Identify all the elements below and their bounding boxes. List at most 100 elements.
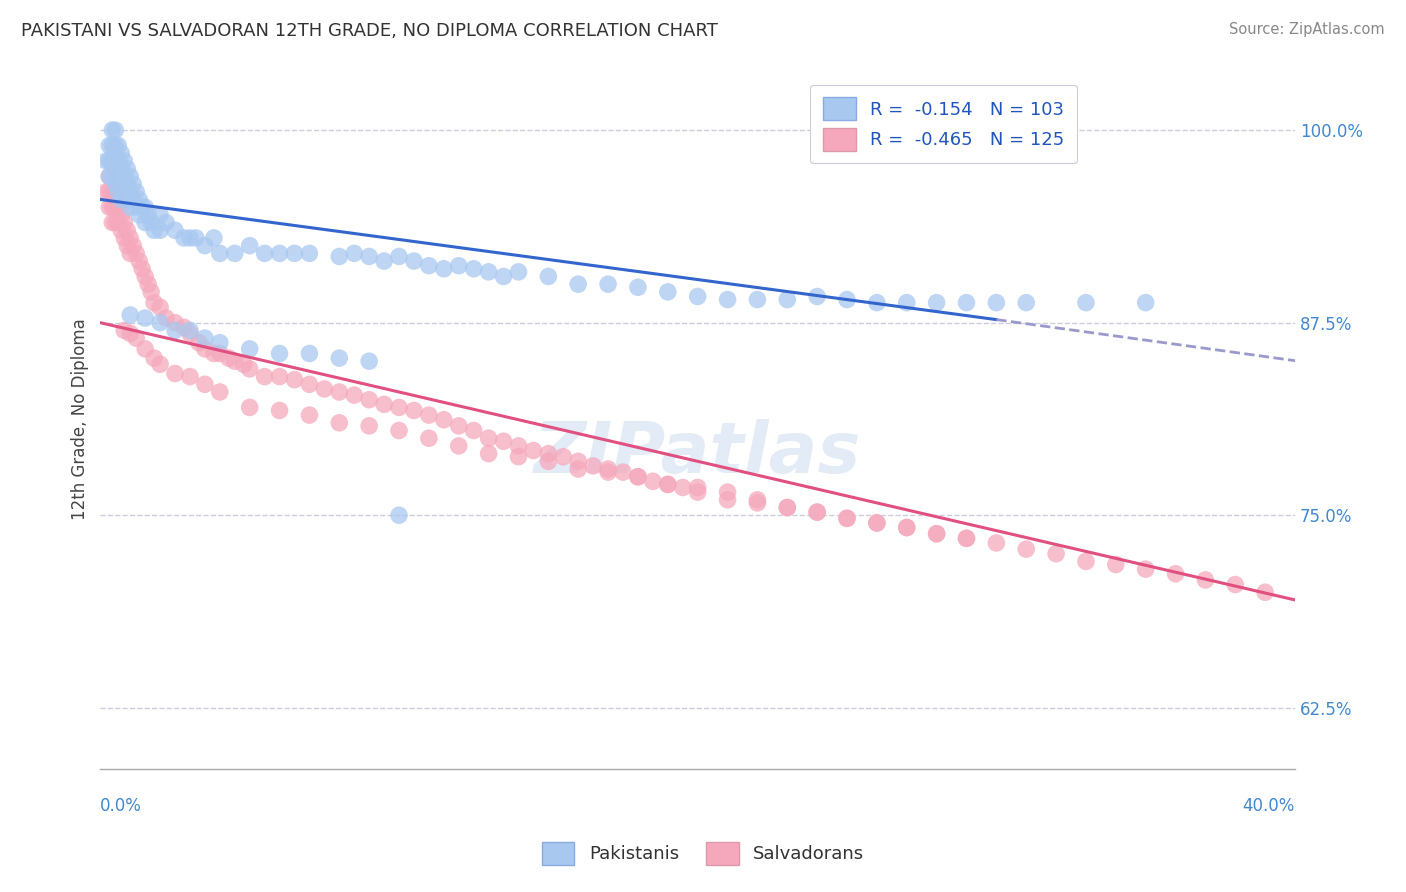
Point [98,200,121,214]
Point [194,342,217,356]
Text: PAKISTANI VS SALVADORAN 12TH GRADE, NO DIPLOMA CORRELATION CHART: PAKISTANI VS SALVADORAN 12TH GRADE, NO D… [21,22,718,40]
Point [373,397,395,411]
Point [1164,566,1187,581]
Point [747,496,769,510]
Point [110,146,132,161]
Point [208,384,231,399]
Point [115,161,138,176]
Point [122,238,145,252]
Point [101,216,124,230]
Point [567,462,589,476]
Point [136,277,159,292]
Point [104,146,127,161]
Point [716,492,738,507]
Point [478,447,501,461]
Point [253,369,276,384]
Point [359,249,381,263]
Point [553,450,575,464]
Point [1135,295,1157,310]
Point [567,277,589,292]
Point [239,342,262,356]
Point [359,354,381,368]
Point [104,161,127,176]
Point [96,153,118,168]
Point [896,520,918,534]
Point [173,320,195,334]
Point [149,357,172,371]
Point [283,246,305,260]
Legend: Pakistanis, Salvadorans: Pakistanis, Salvadorans [533,833,873,874]
Point [492,269,515,284]
Point [373,254,395,268]
Point [101,169,124,184]
Point [747,293,769,307]
Point [433,261,456,276]
Point [657,285,679,299]
Point [283,373,305,387]
Point [776,500,799,515]
Point [925,295,948,310]
Point [120,246,142,260]
Point [388,508,411,523]
Point [125,331,148,345]
Text: Source: ZipAtlas.com: Source: ZipAtlas.com [1229,22,1385,37]
Point [125,246,148,260]
Point [478,265,501,279]
Point [298,246,321,260]
Point [98,138,121,153]
Point [716,293,738,307]
Point [179,323,201,337]
Point [104,138,127,153]
Point [343,388,366,402]
Text: ZIPatlas: ZIPatlas [534,419,862,489]
Point [107,185,129,199]
Point [149,300,172,314]
Point [955,532,977,546]
Point [866,516,889,530]
Point [163,367,186,381]
Point [136,208,159,222]
Point [120,231,142,245]
Point [143,351,166,365]
Point [120,308,142,322]
Point [359,418,381,433]
Point [925,526,948,541]
Point [716,485,738,500]
Point [96,185,118,199]
Point [447,259,470,273]
Point [298,346,321,360]
Point [107,138,129,153]
Point [208,346,231,360]
Point [104,200,127,214]
Point [98,169,121,184]
Point [835,511,858,525]
Point [1194,573,1216,587]
Point [107,169,129,184]
Point [239,238,262,252]
Point [115,238,138,252]
Point [104,185,127,199]
Point [110,177,132,191]
Point [269,246,291,260]
Point [131,261,153,276]
Point [388,424,411,438]
Point [134,311,156,326]
Point [1015,295,1038,310]
Point [806,289,828,303]
Point [194,377,217,392]
Point [418,408,440,422]
Point [218,351,240,365]
Point [202,346,225,360]
Point [433,413,456,427]
Point [115,193,138,207]
Point [298,408,321,422]
Point [125,200,148,214]
Point [359,392,381,407]
Point [1074,295,1097,310]
Point [418,431,440,445]
Point [596,277,619,292]
Point [101,185,124,199]
Point [463,261,485,276]
Point [955,532,977,546]
Point [139,216,162,230]
